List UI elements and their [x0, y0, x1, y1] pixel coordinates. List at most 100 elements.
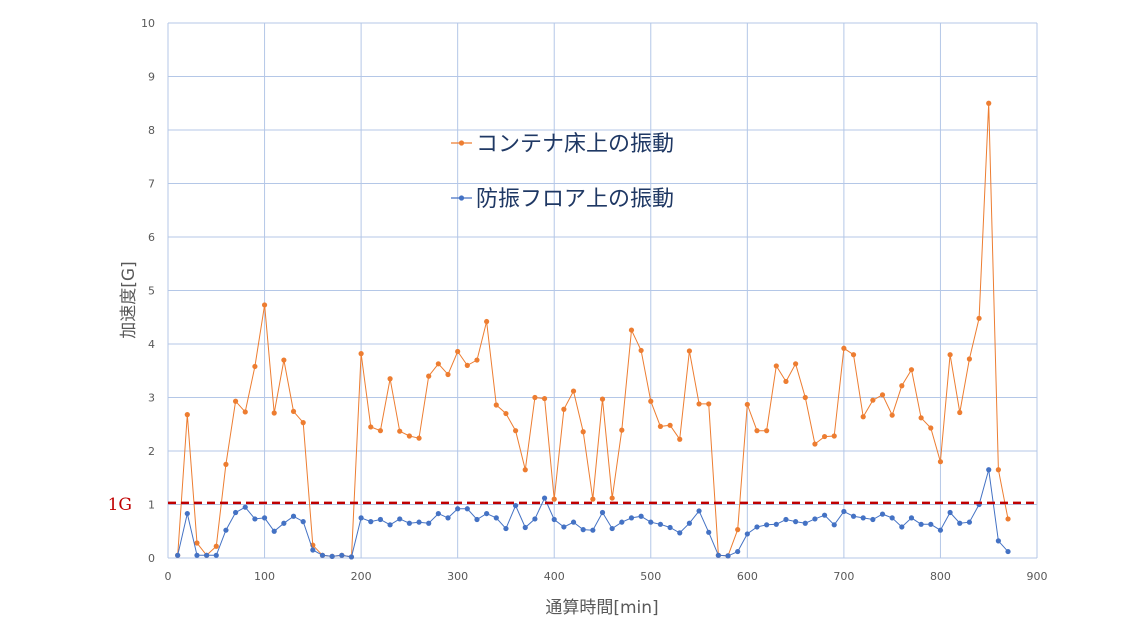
data-point — [493, 515, 499, 521]
legend-swatch-marker — [458, 195, 465, 201]
data-point — [995, 467, 1001, 473]
data-point — [232, 398, 239, 404]
data-point — [271, 410, 277, 416]
data-point — [628, 515, 635, 521]
data-point — [532, 516, 538, 522]
data-point — [261, 515, 268, 521]
data-point — [580, 527, 586, 533]
data-point — [513, 428, 519, 434]
x-tick-label: 900 — [1027, 570, 1048, 583]
data-point — [213, 552, 219, 558]
data-point — [455, 348, 461, 355]
data-point — [570, 388, 577, 394]
data-point — [300, 420, 306, 426]
data-point — [551, 516, 557, 523]
data-point — [213, 543, 219, 549]
data-point — [464, 506, 470, 512]
data-point — [1005, 548, 1011, 555]
data-point — [986, 100, 992, 106]
data-point — [677, 530, 683, 536]
data-point — [735, 527, 741, 533]
data-point — [850, 513, 857, 519]
data-point — [455, 506, 461, 512]
data-point — [261, 302, 268, 308]
data-point — [928, 521, 934, 527]
data-point — [899, 383, 905, 389]
data-point — [242, 504, 248, 510]
data-point — [841, 345, 847, 351]
data-point — [937, 459, 944, 465]
series-2 — [175, 467, 1011, 560]
data-point — [841, 508, 847, 515]
data-point — [194, 552, 200, 558]
data-point — [541, 495, 548, 501]
data-point — [426, 520, 432, 526]
data-point — [474, 357, 480, 363]
data-point — [638, 347, 644, 354]
data-point — [831, 522, 837, 528]
data-point — [850, 352, 857, 358]
data-point — [879, 392, 886, 398]
x-tick-label: 200 — [351, 570, 372, 583]
data-point — [435, 510, 441, 517]
data-point — [570, 519, 577, 525]
data-point — [802, 520, 808, 526]
data-point — [947, 352, 953, 358]
legend-entry: 防振フロア上の振動 — [451, 187, 674, 212]
y-tick-label: 5 — [148, 285, 155, 298]
data-point — [667, 524, 673, 531]
data-point — [638, 513, 644, 519]
series-1 — [175, 100, 1011, 560]
data-point — [657, 521, 664, 527]
data-point — [204, 552, 210, 558]
data-point — [503, 525, 509, 532]
data-point — [464, 362, 470, 368]
data-point — [821, 512, 828, 518]
x-tick-label: 100 — [254, 570, 275, 583]
data-point — [783, 516, 789, 523]
data-point — [290, 408, 297, 415]
data-point — [744, 531, 750, 537]
reference-line-label: 1G — [108, 495, 132, 515]
y-tick-label: 10 — [141, 17, 155, 30]
legend-label: 防振フロア上の振動 — [476, 187, 674, 212]
data-point — [590, 527, 596, 533]
data-point — [889, 515, 895, 521]
data-point — [821, 433, 828, 440]
data-point — [677, 436, 683, 442]
data-point — [918, 415, 924, 421]
data-point — [657, 423, 664, 429]
data-point — [686, 520, 693, 526]
data-point — [397, 516, 403, 522]
y-tick-label: 8 — [148, 124, 155, 137]
data-point — [416, 435, 422, 441]
data-point — [928, 425, 934, 431]
data-point — [522, 524, 528, 531]
y-tick-labels: 0 1 2 3 4 5 6 7 8 9 10 — [141, 17, 155, 565]
data-point — [918, 521, 924, 527]
y-tick-label: 0 — [148, 552, 155, 565]
data-point — [435, 361, 441, 367]
data-point — [879, 511, 886, 517]
data-point — [706, 401, 712, 407]
data-point — [580, 429, 586, 435]
data-point — [1005, 516, 1011, 522]
y-tick-label: 6 — [148, 231, 155, 244]
data-point — [793, 519, 799, 525]
data-point — [696, 401, 702, 407]
data-point — [783, 378, 789, 385]
data-point — [706, 529, 712, 535]
data-point — [860, 515, 866, 521]
data-point — [764, 428, 770, 434]
data-point — [387, 522, 393, 528]
x-tick-label: 500 — [640, 570, 661, 583]
data-point — [609, 525, 615, 532]
data-point — [609, 495, 615, 501]
data-point — [648, 398, 654, 404]
data-point — [310, 547, 316, 553]
data-point — [715, 552, 721, 558]
y-axis-title: 加速度[G] — [119, 261, 139, 338]
data-point — [339, 552, 345, 558]
data-point — [793, 361, 799, 367]
data-point — [831, 433, 837, 439]
